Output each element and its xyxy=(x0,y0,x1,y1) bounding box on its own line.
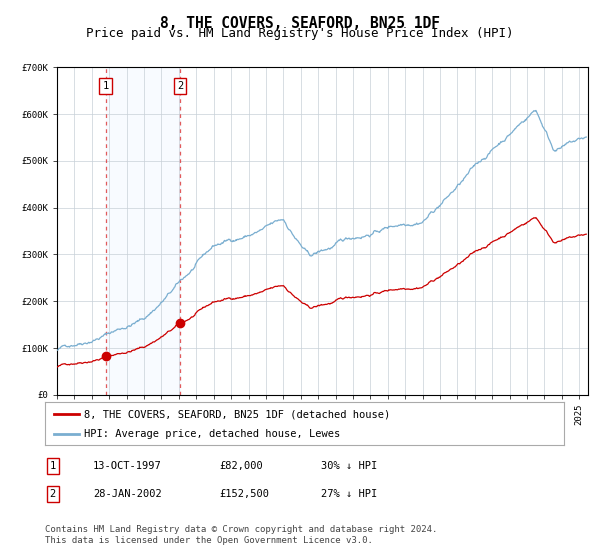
Bar xyxy=(106,67,180,395)
Text: 28-JAN-2002: 28-JAN-2002 xyxy=(93,489,162,499)
Text: 27% ↓ HPI: 27% ↓ HPI xyxy=(321,489,377,499)
Text: 30% ↓ HPI: 30% ↓ HPI xyxy=(321,461,377,471)
Text: Contains HM Land Registry data © Crown copyright and database right 2024.
This d: Contains HM Land Registry data © Crown c… xyxy=(45,525,437,545)
Text: 1: 1 xyxy=(103,81,109,91)
Text: £82,000: £82,000 xyxy=(219,461,263,471)
Text: 1: 1 xyxy=(50,461,56,471)
Text: Price paid vs. HM Land Registry's House Price Index (HPI): Price paid vs. HM Land Registry's House … xyxy=(86,27,514,40)
Text: £152,500: £152,500 xyxy=(219,489,269,499)
Text: 8, THE COVERS, SEAFORD, BN25 1DF: 8, THE COVERS, SEAFORD, BN25 1DF xyxy=(160,16,440,31)
Text: HPI: Average price, detached house, Lewes: HPI: Average price, detached house, Lewe… xyxy=(84,430,340,440)
Text: 13-OCT-1997: 13-OCT-1997 xyxy=(93,461,162,471)
Text: 2: 2 xyxy=(50,489,56,499)
Text: 2: 2 xyxy=(177,81,183,91)
Text: 8, THE COVERS, SEAFORD, BN25 1DF (detached house): 8, THE COVERS, SEAFORD, BN25 1DF (detach… xyxy=(84,409,390,419)
